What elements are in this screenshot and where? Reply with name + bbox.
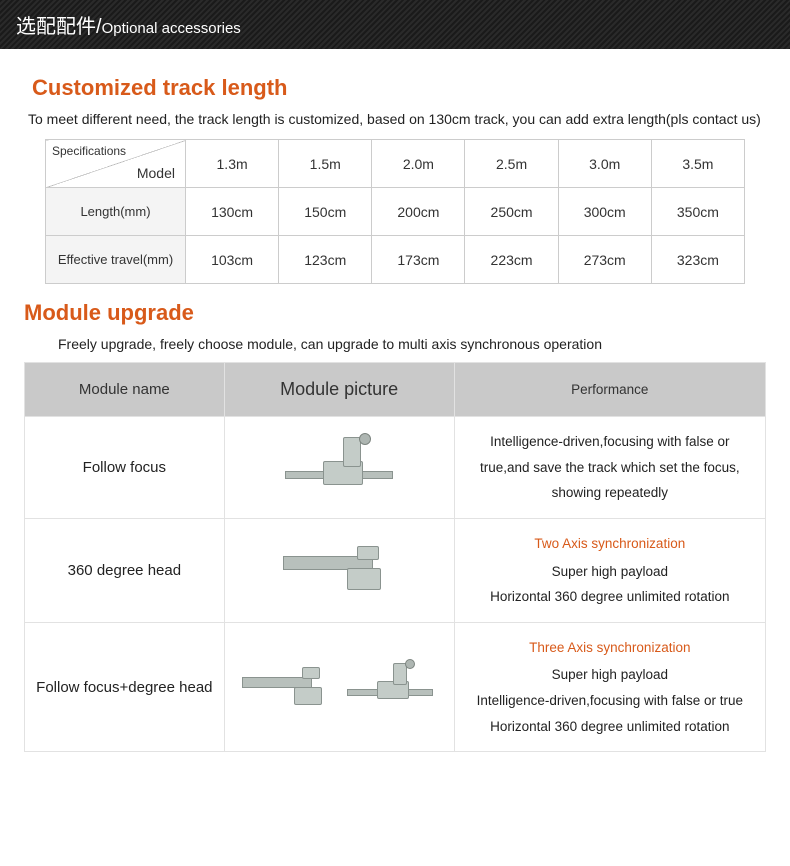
module-perf: Intelligence-driven,focusing with false …	[454, 417, 765, 519]
spec-cell: 350cm	[651, 188, 744, 236]
perf-line: true,and save the track which set the fo…	[480, 460, 740, 475]
spec-cell: 273cm	[558, 236, 651, 284]
perf-line: Super high payload	[552, 667, 668, 682]
banner-optional-accessories: 选配配件/Optional accessories	[0, 0, 790, 49]
module-picture-cell	[224, 518, 454, 622]
intro-module-upgrade: Freely upgrade, freely choose module, ca…	[58, 336, 766, 352]
heading-module-upgrade: Module upgrade	[24, 300, 766, 326]
module-perf: Two Axis synchronization Super high payl…	[454, 518, 765, 622]
banner-en: Optional accessories	[102, 20, 241, 37]
spec-row-label: Length(mm)	[46, 188, 186, 236]
perf-line: Intelligence-driven,focusing with false …	[477, 693, 743, 708]
follow-focus-icon	[279, 431, 399, 501]
spec-cell: 150cm	[279, 188, 372, 236]
spec-cell: 200cm	[372, 188, 465, 236]
module-header-picture: Module picture	[224, 363, 454, 417]
corner-bottom-label: Model	[137, 165, 175, 181]
degree-head-icon	[279, 534, 399, 604]
module-table: Module name Module picture Performance F…	[24, 362, 766, 752]
spec-cell: 250cm	[465, 188, 558, 236]
degree-head-icon	[240, 657, 335, 717]
table-row: 360 degree head Two Axis synchronization…	[25, 518, 766, 622]
spec-table: Specifications Model 1.3m 1.5m 2.0m 2.5m…	[45, 139, 745, 284]
module-name: Follow focus+degree head	[25, 622, 225, 752]
table-row: Length(mm) 130cm 150cm 200cm 250cm 300cm…	[46, 188, 745, 236]
spec-model: 1.3m	[186, 140, 279, 188]
spec-cell: 130cm	[186, 188, 279, 236]
module-name: Follow focus	[25, 417, 225, 519]
corner-top-label: Specifications	[52, 144, 126, 158]
perf-line: showing repeatedly	[552, 485, 668, 500]
table-row: Follow focus+degree head	[25, 622, 766, 752]
spec-cell: 223cm	[465, 236, 558, 284]
module-name: 360 degree head	[25, 518, 225, 622]
spec-corner-cell: Specifications Model	[46, 140, 186, 188]
module-picture-cell	[224, 417, 454, 519]
module-picture-cell	[224, 622, 454, 752]
perf-line: Horizontal 360 degree unlimited rotation	[490, 719, 729, 734]
spec-model: 2.0m	[372, 140, 465, 188]
spec-cell: 300cm	[558, 188, 651, 236]
intro-track-length: To meet different need, the track length…	[28, 111, 766, 127]
spec-cell: 323cm	[651, 236, 744, 284]
module-header-perf: Performance	[454, 363, 765, 417]
spec-model: 2.5m	[465, 140, 558, 188]
perf-line: Intelligence-driven,focusing with false …	[490, 434, 729, 449]
table-row: Specifications Model 1.3m 1.5m 2.0m 2.5m…	[46, 140, 745, 188]
spec-cell: 103cm	[186, 236, 279, 284]
follow-focus-icon	[343, 657, 438, 717]
spec-model: 1.5m	[279, 140, 372, 188]
spec-cell: 123cm	[279, 236, 372, 284]
spec-model: 3.5m	[651, 140, 744, 188]
heading-track-length: Customized track length	[32, 75, 766, 101]
perf-line: Super high payload	[552, 564, 668, 579]
banner-cn: 选配配件	[16, 16, 96, 38]
perf-line: Horizontal 360 degree unlimited rotation	[490, 589, 729, 604]
spec-model: 3.0m	[558, 140, 651, 188]
spec-row-label: Effective travel(mm)	[46, 236, 186, 284]
module-header-name: Module name	[25, 363, 225, 417]
perf-title: Two Axis synchronization	[463, 531, 757, 557]
perf-title: Three Axis synchronization	[463, 635, 757, 661]
table-row: Effective travel(mm) 103cm 123cm 173cm 2…	[46, 236, 745, 284]
spec-cell: 173cm	[372, 236, 465, 284]
table-row: Follow focus Intelligence-driven,focusin…	[25, 417, 766, 519]
module-perf: Three Axis synchronization Super high pa…	[454, 622, 765, 752]
table-row: Module name Module picture Performance	[25, 363, 766, 417]
